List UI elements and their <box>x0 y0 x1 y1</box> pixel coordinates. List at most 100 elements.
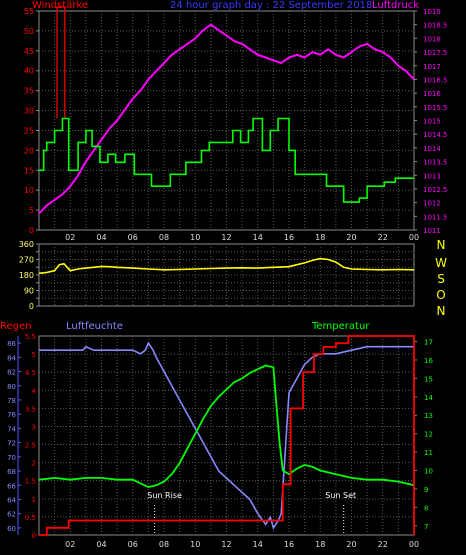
top-x-tick-label: 00 <box>409 233 419 242</box>
temperature-axis-title: Temperatur <box>312 321 370 332</box>
bottom-x-tick-label: 08 <box>159 540 169 549</box>
humidity-tick-label: 70 <box>7 454 16 462</box>
humidity-tick-label: 74 <box>7 425 16 433</box>
wind-speed-tick-label: 55 <box>24 7 34 16</box>
humidity-tick-label: 78 <box>7 397 16 405</box>
rain-tick-label: 3 <box>32 423 36 431</box>
temperature-tick-label: 17 <box>424 339 433 347</box>
temperature-tick-label: 7 <box>424 523 428 531</box>
wind-gust-line <box>56 6 66 119</box>
rain-tick-label: 3.5 <box>25 405 36 413</box>
temperature-tick-label: 12 <box>424 431 433 439</box>
wind-direction-panel: 0 90 180 270 360 <box>19 240 415 311</box>
bottom-x-tick-label: 16 <box>284 540 294 549</box>
direction-tick-label: 0 <box>29 302 34 311</box>
compass-label-north-2: N <box>436 304 446 318</box>
bottom-x-tick-label: 02 <box>65 540 75 549</box>
pressure-tick-label: 1015 <box>423 118 441 126</box>
wind-speed-axis-title: Windstärke <box>32 0 89 11</box>
chart-date-title: 24 hour graph day : 22 September 2018 <box>170 0 373 11</box>
pressure-tick-label: 1014 <box>423 145 441 153</box>
humidity-tick-label: 62 <box>7 511 16 519</box>
rain-tick-label: 2.5 <box>25 442 36 450</box>
temperature-tick-label: 10 <box>424 468 433 476</box>
bottom-x-tick-label: 12 <box>221 540 231 549</box>
pressure-tick-label: 1016.5 <box>423 76 448 84</box>
wind-speed-tick-label: 40 <box>24 67 34 76</box>
sun-set-label: Sun Set <box>325 491 356 500</box>
rain-humidity-temperature-panel: 0 0.5 1 1.5 2 2.5 3 3.5 4 4.5 5 5.5 60 62 64 66 68 70 72 74… <box>7 333 433 549</box>
humidity-tick-label: 80 <box>7 383 16 391</box>
pressure-tick-label: 1011 <box>423 227 441 235</box>
wind-speed-tick-label: 35 <box>24 87 34 96</box>
pressure-tick-label: 1012 <box>423 200 441 208</box>
rain-tick-label: 5 <box>32 351 36 359</box>
pressure-tick-label: 1018 <box>423 35 441 43</box>
pressure-tick-label: 1018.5 <box>423 22 448 30</box>
rain-tick-label: 2 <box>32 460 36 468</box>
wind-speed-tick-label: 25 <box>24 126 34 135</box>
rain-tick-label: 0 <box>32 532 36 540</box>
humidity-tick-label: 66 <box>7 482 16 490</box>
humidity-tick-label: 68 <box>7 468 16 476</box>
wind-speed-tick-label: 45 <box>24 47 34 56</box>
bottom-x-tick-label: 04 <box>96 540 106 549</box>
top-x-tick-label: 08 <box>159 233 169 242</box>
top-x-tick-label: 22 <box>378 233 388 242</box>
pressure-tick-label: 1015.5 <box>423 104 448 112</box>
top-x-tick-label: 10 <box>190 233 200 242</box>
humidity-tick-label: 60 <box>7 525 16 533</box>
rain-tick-label: 1 <box>32 496 36 504</box>
direction-tick-label: 90 <box>24 287 34 296</box>
pressure-tick-label: 1011.5 <box>423 213 448 221</box>
wind-speed-tick-label: 50 <box>24 27 34 36</box>
direction-tick-label: 270 <box>19 256 34 265</box>
compass-label-south: S <box>437 272 445 286</box>
temperature-tick-label: 13 <box>424 412 433 420</box>
top-x-tick-label: 16 <box>284 233 294 242</box>
pressure-tick-label: 1014.5 <box>423 131 448 139</box>
pressure-tick-label: 1019 <box>423 8 441 16</box>
rain-tick-label: 4 <box>32 387 37 395</box>
pressure-line <box>38 23 415 215</box>
top-x-tick-label: 12 <box>221 233 231 242</box>
top-x-tick-label: 18 <box>315 233 325 242</box>
rain-line <box>39 335 415 536</box>
bottom-x-tick-label: 20 <box>346 540 356 549</box>
wind-pressure-panel: 051015202530354045505510111011.510121012… <box>24 6 448 242</box>
temperature-tick-label: 16 <box>424 357 433 365</box>
rain-tick-label: 5.5 <box>25 333 36 341</box>
wind-speed-line <box>39 117 414 203</box>
direction-tick-label: 180 <box>19 271 34 280</box>
direction-tick-label: 360 <box>19 240 34 249</box>
bottom-x-tick-label: 10 <box>190 540 200 549</box>
rain-tick-label: 1.5 <box>25 478 36 486</box>
temperature-tick-label: 8 <box>424 504 428 512</box>
top-x-tick-label: 20 <box>346 233 356 242</box>
bottom-x-tick-label: 00 <box>409 540 419 549</box>
humidity-tick-label: 72 <box>7 440 16 448</box>
top-x-tick-label: 14 <box>253 233 263 242</box>
pressure-axis-title: Luftdruck <box>372 0 420 11</box>
pressure-tick-label: 1016 <box>423 90 441 98</box>
temperature-tick-label: 15 <box>424 375 433 383</box>
humidity-tick-label: 82 <box>7 369 16 377</box>
pressure-tick-label: 1017 <box>423 63 441 71</box>
temperature-tick-label: 11 <box>424 449 433 457</box>
humidity-line <box>39 341 414 530</box>
temperature-tick-label: 9 <box>424 486 428 494</box>
humidity-axis-title: Luftfeuchte <box>66 321 123 332</box>
pressure-tick-label: 1012.5 <box>423 186 448 194</box>
compass-label-east: O <box>436 288 446 302</box>
humidity-tick-label: 86 <box>7 340 16 348</box>
compass-label-west: W <box>435 256 447 270</box>
wind-speed-tick-label: 0 <box>29 226 34 235</box>
bottom-x-tick-label: 14 <box>253 540 263 549</box>
rain-tick-label: 0.5 <box>25 514 36 522</box>
top-x-tick-label: 06 <box>128 233 138 242</box>
top-x-tick-label: 02 <box>65 233 75 242</box>
temperature-line <box>38 364 415 489</box>
temperature-tick-label: 14 <box>424 394 433 402</box>
wind-speed-tick-label: 30 <box>24 107 34 116</box>
